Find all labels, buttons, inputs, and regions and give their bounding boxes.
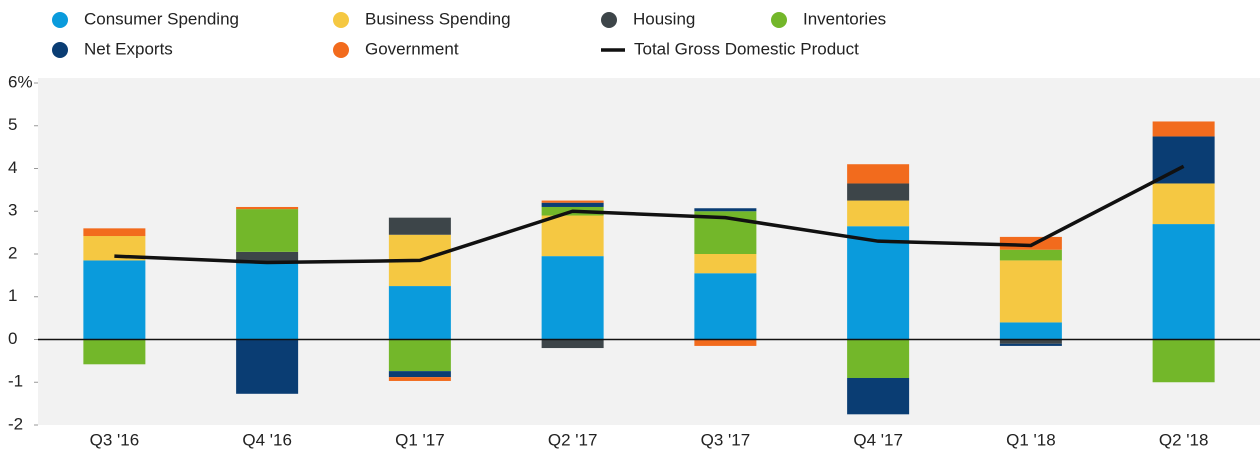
y-tick-label: 4	[8, 158, 17, 177]
bar-segment	[236, 339, 299, 394]
bar-segment	[1152, 339, 1215, 383]
bar-segment	[694, 273, 757, 340]
bar-segment	[236, 263, 299, 340]
bar-segment	[847, 183, 910, 201]
x-tick-label: Q3 '16	[90, 430, 140, 449]
y-tick-label: 1	[8, 286, 17, 305]
bar-segment	[83, 339, 146, 365]
bar-segment	[541, 339, 604, 349]
bar-segment	[847, 164, 910, 184]
bar-segment	[388, 339, 451, 372]
x-tick-label: Q2 '17	[548, 430, 598, 449]
bar-segment	[1152, 224, 1215, 340]
bar-segment	[847, 377, 910, 415]
legend-label: Housing	[633, 9, 695, 28]
legend-label: Net Exports	[84, 39, 173, 58]
x-tick-label: Q1 '18	[1006, 430, 1056, 449]
bar-segment	[541, 256, 604, 340]
x-tick-label: Q4 '16	[242, 430, 292, 449]
bar-segment	[847, 200, 910, 227]
y-tick-label: -1	[8, 372, 23, 391]
bar-segment	[999, 343, 1062, 346]
legend-label: Business Spending	[365, 9, 511, 28]
bar-segment	[999, 339, 1062, 344]
y-tick-label: 3	[8, 201, 17, 220]
bar-segment	[541, 202, 604, 207]
bar-segment	[83, 228, 146, 237]
x-tick-label: Q3 '17	[701, 430, 751, 449]
legend-swatch	[52, 12, 68, 28]
x-tick-label: Q1 '17	[395, 430, 445, 449]
legend-label: Total Gross Domestic Product	[634, 39, 859, 58]
bar-segment	[847, 339, 910, 378]
legend-label: Consumer Spending	[84, 9, 239, 28]
legend-label: Inventories	[803, 9, 886, 28]
legend-swatch	[333, 42, 349, 58]
x-tick-label: Q4 '17	[853, 430, 903, 449]
y-tick-label: 2	[8, 243, 17, 262]
bar-segment	[999, 322, 1062, 340]
bar-segment	[694, 208, 757, 212]
legend-swatch	[771, 12, 787, 28]
bar-segment	[83, 260, 146, 340]
y-tick-label: 0	[8, 329, 17, 348]
bar-segment	[999, 260, 1062, 323]
legend-label: Government	[365, 39, 459, 58]
bar-segment	[694, 254, 757, 274]
legend-swatch	[52, 42, 68, 58]
bar-segment	[847, 226, 910, 340]
total-line	[114, 164, 1185, 265]
bar-segment	[388, 377, 451, 381]
bar-segment	[541, 215, 604, 257]
bar-segment	[999, 249, 1062, 261]
y-tick-label: -2	[8, 414, 23, 433]
bar-segment	[1152, 121, 1215, 137]
bar-segment	[236, 251, 299, 264]
bar-segment	[236, 206, 299, 210]
bar-segment	[541, 200, 604, 203]
y-tick-label: 5	[8, 115, 17, 134]
plot-background	[38, 78, 1260, 425]
legend-swatch	[333, 12, 349, 28]
y-tick-label: 6%	[8, 72, 33, 91]
bar-segment	[694, 339, 757, 346]
bar-segment	[388, 286, 451, 340]
x-tick-label: Q2 '18	[1159, 430, 1209, 449]
bar-segment	[1152, 183, 1215, 225]
bar-segment	[388, 217, 451, 235]
bar-segment	[236, 209, 299, 252]
bar-segment	[388, 371, 451, 378]
legend-swatch	[601, 12, 617, 28]
